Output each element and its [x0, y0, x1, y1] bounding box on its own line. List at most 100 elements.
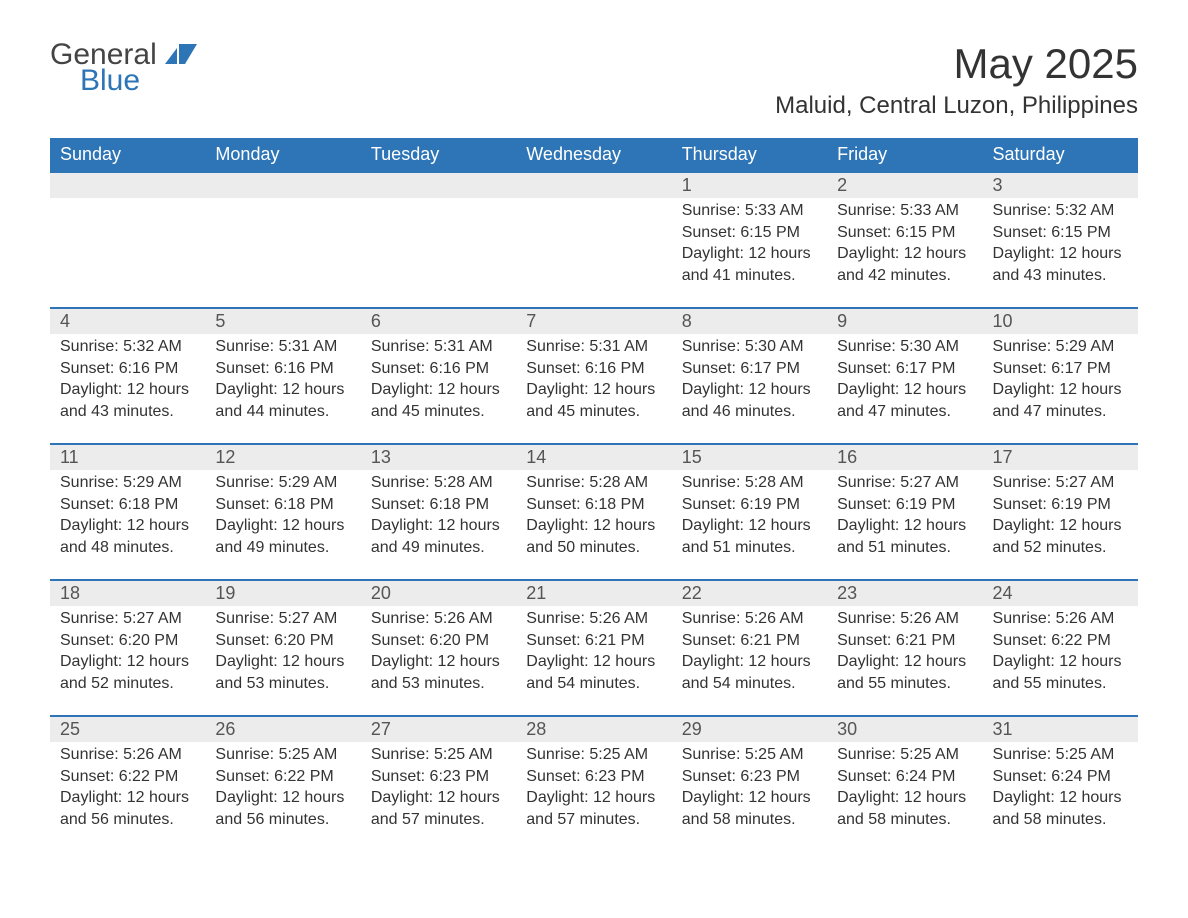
page-title: May 2025: [775, 40, 1138, 88]
day-detail-cell: Sunrise: 5:27 AMSunset: 6:20 PMDaylight:…: [205, 606, 360, 716]
day-number: 31: [993, 719, 1013, 739]
sunset-text: Sunset: 6:22 PM: [993, 630, 1128, 652]
sunset-text: Sunset: 6:22 PM: [215, 766, 350, 788]
daylight-text: Daylight: 12 hours and 52 minutes.: [993, 515, 1128, 558]
day-number: 5: [215, 311, 225, 331]
day-number-cell: 17: [983, 444, 1138, 470]
day-detail-cell: Sunrise: 5:26 AMSunset: 6:21 PMDaylight:…: [827, 606, 982, 716]
sunset-text: Sunset: 6:17 PM: [993, 358, 1128, 380]
sunrise-text: Sunrise: 5:29 AM: [215, 472, 350, 494]
sunset-text: Sunset: 6:17 PM: [682, 358, 817, 380]
sunrise-text: Sunrise: 5:33 AM: [837, 200, 972, 222]
day-number-cell: 21: [516, 580, 671, 606]
day-detail-cell: Sunrise: 5:25 AMSunset: 6:24 PMDaylight:…: [827, 742, 982, 852]
sunrise-text: Sunrise: 5:28 AM: [682, 472, 817, 494]
sunrise-text: Sunrise: 5:26 AM: [837, 608, 972, 630]
sunrise-text: Sunrise: 5:30 AM: [682, 336, 817, 358]
day-number: 7: [526, 311, 536, 331]
day-number-cell: 26: [205, 716, 360, 742]
day-number-cell: 8: [672, 308, 827, 334]
daylight-text: Daylight: 12 hours and 57 minutes.: [526, 787, 661, 830]
daylight-text: Daylight: 12 hours and 58 minutes.: [682, 787, 817, 830]
day-detail-cell: Sunrise: 5:29 AMSunset: 6:17 PMDaylight:…: [983, 334, 1138, 444]
day-number-cell: 19: [205, 580, 360, 606]
day-number-cell: 22: [672, 580, 827, 606]
day-detail-cell: Sunrise: 5:30 AMSunset: 6:17 PMDaylight:…: [827, 334, 982, 444]
day-number: 17: [993, 447, 1013, 467]
day-detail-cell: Sunrise: 5:33 AMSunset: 6:15 PMDaylight:…: [672, 198, 827, 308]
day-number-cell: 11: [50, 444, 205, 470]
day-number: 1: [682, 175, 692, 195]
day-detail-cell: Sunrise: 5:32 AMSunset: 6:16 PMDaylight:…: [50, 334, 205, 444]
detail-row: Sunrise: 5:27 AMSunset: 6:20 PMDaylight:…: [50, 606, 1138, 716]
day-detail-cell: Sunrise: 5:31 AMSunset: 6:16 PMDaylight:…: [205, 334, 360, 444]
day-detail-cell: Sunrise: 5:25 AMSunset: 6:24 PMDaylight:…: [983, 742, 1138, 852]
weekday-header-row: Sunday Monday Tuesday Wednesday Thursday…: [50, 138, 1138, 172]
day-number-cell: 28: [516, 716, 671, 742]
day-detail-cell: Sunrise: 5:33 AMSunset: 6:15 PMDaylight:…: [827, 198, 982, 308]
daylight-text: Daylight: 12 hours and 48 minutes.: [60, 515, 195, 558]
sunrise-text: Sunrise: 5:28 AM: [526, 472, 661, 494]
day-number: 28: [526, 719, 546, 739]
day-detail-cell: Sunrise: 5:27 AMSunset: 6:20 PMDaylight:…: [50, 606, 205, 716]
day-detail-cell: Sunrise: 5:25 AMSunset: 6:22 PMDaylight:…: [205, 742, 360, 852]
daylight-text: Daylight: 12 hours and 52 minutes.: [60, 651, 195, 694]
sunset-text: Sunset: 6:15 PM: [993, 222, 1128, 244]
sunset-text: Sunset: 6:18 PM: [215, 494, 350, 516]
brand-logo: General Blue: [50, 40, 197, 96]
day-number: 6: [371, 311, 381, 331]
daylight-text: Daylight: 12 hours and 43 minutes.: [60, 379, 195, 422]
sunrise-text: Sunrise: 5:26 AM: [371, 608, 506, 630]
weekday-header: Wednesday: [516, 138, 671, 172]
day-number-cell: 18: [50, 580, 205, 606]
day-detail-cell: Sunrise: 5:26 AMSunset: 6:20 PMDaylight:…: [361, 606, 516, 716]
day-number: 3: [993, 175, 1003, 195]
day-number-cell: 23: [827, 580, 982, 606]
day-number-cell: 14: [516, 444, 671, 470]
day-number: 14: [526, 447, 546, 467]
day-number-cell: 15: [672, 444, 827, 470]
daylight-text: Daylight: 12 hours and 43 minutes.: [993, 243, 1128, 286]
weekday-header: Thursday: [672, 138, 827, 172]
daylight-text: Daylight: 12 hours and 53 minutes.: [215, 651, 350, 694]
location-subtitle: Maluid, Central Luzon, Philippines: [775, 92, 1138, 120]
day-number: 2: [837, 175, 847, 195]
sunrise-text: Sunrise: 5:27 AM: [215, 608, 350, 630]
daynum-row: 25262728293031: [50, 716, 1138, 742]
sunrise-text: Sunrise: 5:26 AM: [60, 744, 195, 766]
daylight-text: Daylight: 12 hours and 54 minutes.: [526, 651, 661, 694]
day-number-cell: 16: [827, 444, 982, 470]
day-detail-cell: Sunrise: 5:29 AMSunset: 6:18 PMDaylight:…: [50, 470, 205, 580]
day-number-cell: 5: [205, 308, 360, 334]
day-number-cell: 7: [516, 308, 671, 334]
day-detail-cell: Sunrise: 5:27 AMSunset: 6:19 PMDaylight:…: [983, 470, 1138, 580]
sunrise-text: Sunrise: 5:27 AM: [60, 608, 195, 630]
sunrise-text: Sunrise: 5:25 AM: [682, 744, 817, 766]
page-header: General Blue May 2025 Maluid, Central Lu…: [50, 40, 1138, 120]
daylight-text: Daylight: 12 hours and 55 minutes.: [837, 651, 972, 694]
sunrise-text: Sunrise: 5:25 AM: [993, 744, 1128, 766]
day-detail-cell: Sunrise: 5:31 AMSunset: 6:16 PMDaylight:…: [516, 334, 671, 444]
sunset-text: Sunset: 6:19 PM: [682, 494, 817, 516]
day-detail-cell: Sunrise: 5:28 AMSunset: 6:19 PMDaylight:…: [672, 470, 827, 580]
sunrise-text: Sunrise: 5:25 AM: [837, 744, 972, 766]
sunrise-text: Sunrise: 5:30 AM: [837, 336, 972, 358]
daylight-text: Daylight: 12 hours and 55 minutes.: [993, 651, 1128, 694]
day-number-cell: [205, 172, 360, 198]
day-number: 11: [60, 447, 79, 467]
day-number: 16: [837, 447, 857, 467]
day-number: 29: [682, 719, 702, 739]
daylight-text: Daylight: 12 hours and 51 minutes.: [682, 515, 817, 558]
sunset-text: Sunset: 6:16 PM: [60, 358, 195, 380]
sunset-text: Sunset: 6:16 PM: [371, 358, 506, 380]
daylight-text: Daylight: 12 hours and 47 minutes.: [993, 379, 1128, 422]
day-number-cell: 6: [361, 308, 516, 334]
day-number-cell: 25: [50, 716, 205, 742]
sunset-text: Sunset: 6:21 PM: [682, 630, 817, 652]
day-detail-cell: Sunrise: 5:31 AMSunset: 6:16 PMDaylight:…: [361, 334, 516, 444]
daylight-text: Daylight: 12 hours and 45 minutes.: [371, 379, 506, 422]
day-number-cell: 30: [827, 716, 982, 742]
day-detail-cell: Sunrise: 5:28 AMSunset: 6:18 PMDaylight:…: [361, 470, 516, 580]
daylight-text: Daylight: 12 hours and 58 minutes.: [837, 787, 972, 830]
daylight-text: Daylight: 12 hours and 51 minutes.: [837, 515, 972, 558]
